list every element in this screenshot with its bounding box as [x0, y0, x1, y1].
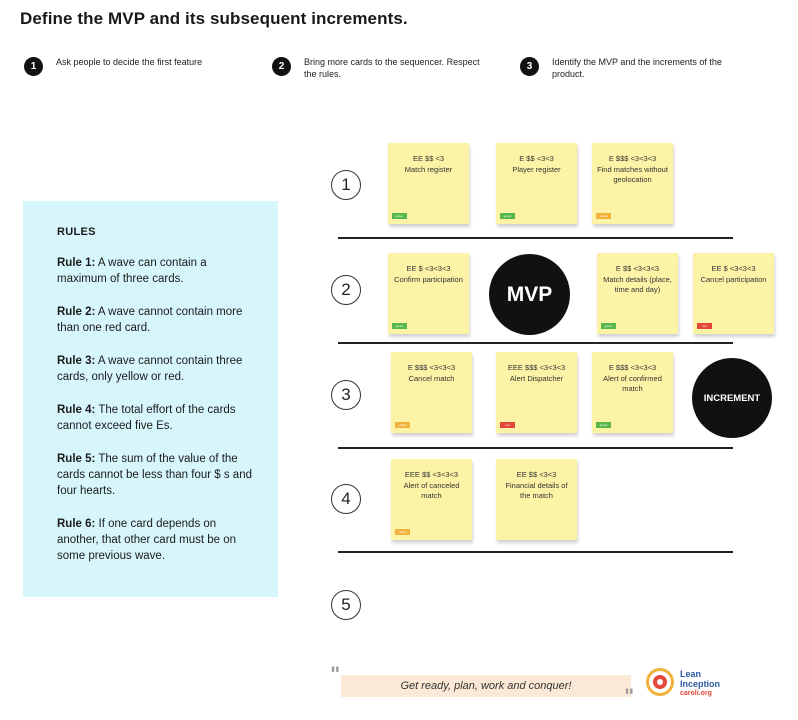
- rule-1-text: A wave can contain a maximum of three ca…: [57, 257, 207, 285]
- feature-card-player-register[interactable]: E $$ <3<3 Player register green: [496, 143, 577, 224]
- step-1-text: Ask people to decide the first feature: [56, 57, 203, 67]
- step-1-number: 1: [24, 57, 43, 76]
- feature-card-match-register[interactable]: EE $$ <3 Match register green: [388, 143, 469, 224]
- card-name: Alert Dispatcher: [509, 373, 564, 383]
- rule-5: Rule 5: The sum of the value of the card…: [57, 451, 258, 499]
- increment-badge: INCREMENT: [692, 358, 772, 438]
- open-quote-icon: ": [330, 662, 341, 686]
- card-tag-red: red: [500, 422, 515, 428]
- card-name: Match details (place, time and day): [603, 274, 672, 295]
- close-quote-icon: ": [624, 684, 635, 708]
- card-effort: EE $$ <3: [412, 154, 445, 163]
- rule-3-label: Rule 3:: [57, 355, 96, 367]
- rule-1: Rule 1: A wave can contain a maximum of …: [57, 255, 258, 287]
- card-tag-yellow: yellow: [395, 529, 410, 535]
- lean-inception-logo-icon: [646, 668, 674, 696]
- rules-title: RULES: [57, 226, 96, 238]
- wave-1-number: 1: [331, 170, 361, 200]
- wave-separator: [338, 342, 733, 344]
- card-name: Financial details of the match: [505, 480, 568, 501]
- rule-4-text: The total effort of the cards cannot exc…: [57, 404, 236, 432]
- step-2-number: 2: [272, 57, 291, 76]
- feature-card-find-matches[interactable]: E $$$ <3<3<3 Find matches without geoloc…: [592, 143, 673, 224]
- card-effort: E $$$ <3<3<3: [608, 154, 657, 163]
- card-effort: E $$$ <3<3<3: [608, 363, 657, 372]
- card-effort: EE $$ <3<3: [516, 470, 557, 479]
- footer-quote: Get ready, plan, work and conquer!: [341, 675, 631, 697]
- feature-card-cancel-match[interactable]: E $$$ <3<3<3 Cancel match yellow: [391, 352, 472, 433]
- logo-line-2: Inception: [680, 679, 720, 689]
- wave-separator: [338, 237, 733, 239]
- card-effort: EE $ <3<3<3: [406, 264, 451, 273]
- rule-6: Rule 6: If one card depends on another, …: [57, 516, 258, 564]
- step-2-text: Bring more cards to the sequencer. Respe…: [304, 56, 509, 80]
- step-2-text-line-2: the rules.: [304, 69, 342, 79]
- card-name: Cancel match: [408, 373, 455, 383]
- rule-1-label: Rule 1:: [57, 257, 96, 269]
- card-tag-yellow: yellow: [395, 422, 410, 428]
- step-1: 1 Ask people to decide the first feature: [24, 56, 226, 76]
- rule-2-text: A wave cannot contain more than one red …: [57, 306, 243, 334]
- wave-separator: [338, 447, 733, 449]
- card-tag-green: green: [392, 213, 407, 219]
- rule-3: Rule 3: A wave cannot contain three card…: [57, 353, 258, 385]
- wave-4-number: 4: [331, 484, 361, 514]
- card-effort: E $$$ <3<3<3: [407, 363, 456, 372]
- card-effort: EE $ <3<3<3: [711, 264, 756, 273]
- card-name: Confirm participation: [394, 274, 463, 284]
- logo-text: Lean Inception: [680, 669, 720, 689]
- wave-3-number: 3: [331, 380, 361, 410]
- feature-card-confirm-participation[interactable]: EE $ <3<3<3 Confirm participation green: [388, 253, 469, 334]
- wave-5-number: 5: [331, 590, 361, 620]
- wave-2-number: 2: [331, 275, 361, 305]
- card-effort: EEE $$ <3<3<3: [404, 470, 459, 479]
- rules-panel: RULES Rule 1: A wave can contain a maxim…: [23, 201, 278, 597]
- wave-separator: [338, 551, 733, 553]
- card-name: Cancel participation: [700, 274, 767, 284]
- card-name: Match register: [404, 164, 453, 174]
- feature-card-financial-details[interactable]: EE $$ <3<3 Financial details of the matc…: [496, 459, 577, 540]
- card-effort: E $$ <3<3<3: [615, 264, 660, 273]
- rule-5-label: Rule 5:: [57, 453, 96, 465]
- feature-card-match-details[interactable]: E $$ <3<3<3 Match details (place, time a…: [597, 253, 678, 334]
- card-name: Alert of confirmed match: [603, 373, 662, 394]
- step-3-text-line-1: Identify the MVP and the increments of t…: [552, 57, 722, 67]
- rule-4-label: Rule 4:: [57, 404, 96, 416]
- card-name: Player register: [512, 164, 561, 174]
- rule-6-text: If one card depends on another, that oth…: [57, 518, 237, 562]
- card-tag-green: green: [392, 323, 407, 329]
- logo-line-1: Lean: [680, 669, 702, 679]
- card-tag-green: green: [500, 213, 515, 219]
- rule-5-text: The sum of the value of the cards cannot…: [57, 453, 252, 497]
- card-effort: E $$ <3<3: [519, 154, 554, 163]
- mvp-badge: MVP: [489, 254, 570, 335]
- rule-6-label: Rule 6:: [57, 518, 96, 530]
- step-3-text-line-2: product.: [552, 69, 585, 79]
- rule-2-label: Rule 2:: [57, 306, 96, 318]
- feature-card-cancel-participation[interactable]: EE $ <3<3<3 Cancel participation red: [693, 253, 774, 334]
- step-2-text-line-1: Bring more cards to the sequencer. Respe…: [304, 57, 480, 67]
- logo-url: caroli.org: [680, 690, 712, 697]
- feature-card-alert-canceled-match[interactable]: EEE $$ <3<3<3 Alert of canceled match ye…: [391, 459, 472, 540]
- card-tag-green: green: [596, 422, 611, 428]
- card-tag-green: green: [601, 323, 616, 329]
- step-3: 3 Identify the MVP and the increments of…: [520, 56, 752, 80]
- rule-4: Rule 4: The total effort of the cards ca…: [57, 402, 258, 434]
- rule-3-text: A wave cannot contain three cards, only …: [57, 355, 243, 383]
- card-effort: EEE $$$ <3<3<3: [507, 363, 566, 372]
- feature-card-alert-confirmed-match[interactable]: E $$$ <3<3<3 Alert of confirmed match gr…: [592, 352, 673, 433]
- rule-2: Rule 2: A wave cannot contain more than …: [57, 304, 258, 336]
- step-3-text: Identify the MVP and the increments of t…: [552, 56, 752, 80]
- step-3-number: 3: [520, 57, 539, 76]
- card-name: Find matches without geolocation: [597, 164, 668, 185]
- card-name: Alert of canceled match: [403, 480, 460, 501]
- step-2: 2 Bring more cards to the sequencer. Res…: [272, 56, 509, 80]
- page-title: Define the MVP and its subsequent increm…: [20, 9, 408, 28]
- card-tag-red: red: [697, 323, 712, 329]
- card-tag-yellow: yellow: [596, 213, 611, 219]
- feature-card-alert-dispatcher[interactable]: EEE $$$ <3<3<3 Alert Dispatcher red: [496, 352, 577, 433]
